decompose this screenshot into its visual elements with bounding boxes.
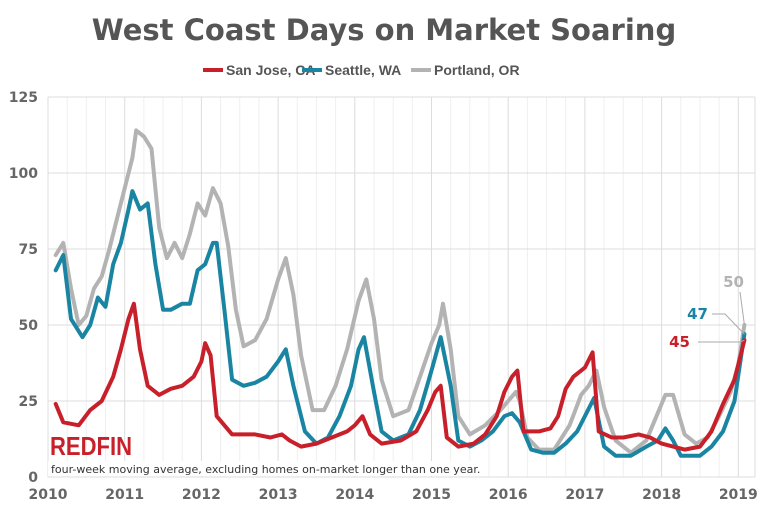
series-line-portland bbox=[53, 128, 747, 455]
note-background bbox=[48, 461, 480, 476]
legend: San Jose, CA Seattle, WA Portland, OR bbox=[203, 62, 520, 78]
grid bbox=[47, 96, 756, 478]
series-line-seattle bbox=[53, 189, 747, 458]
series-group bbox=[53, 128, 747, 458]
end-label-leader bbox=[698, 339, 745, 343]
y-tick-label: 100 bbox=[9, 166, 38, 182]
end-label: 50 bbox=[723, 273, 744, 291]
x-axis: 2010 2011 2012 2013 2014 2015 2016 2017 2018 2019 bbox=[29, 487, 758, 503]
chart-note: four-week moving average, excluding home… bbox=[51, 463, 480, 476]
chart-title: West Coast Days on Market Soaring bbox=[92, 13, 676, 47]
series-line-san-jose bbox=[53, 301, 747, 452]
x-tick-label: 2011 bbox=[105, 487, 144, 503]
end-label-leader bbox=[739, 291, 745, 326]
x-tick-label: 2018 bbox=[642, 487, 681, 503]
end-label: 45 bbox=[669, 333, 690, 351]
x-tick-label: 2014 bbox=[335, 487, 374, 503]
redfin-logo: REDFIN bbox=[50, 431, 132, 461]
y-axis: 0 25 50 75 100 125 bbox=[9, 90, 38, 486]
x-tick-label: 2015 bbox=[412, 487, 451, 503]
legend-label: San Jose, CA bbox=[226, 62, 315, 78]
x-tick-label: 2013 bbox=[259, 487, 298, 503]
x-tick-label: 2012 bbox=[182, 487, 221, 503]
x-tick-label: 2019 bbox=[719, 487, 758, 503]
y-tick-label: 50 bbox=[19, 318, 39, 334]
y-tick-label: 75 bbox=[19, 242, 38, 258]
y-tick-label: 0 bbox=[28, 470, 38, 486]
end-label-leader bbox=[712, 313, 745, 335]
end-label: 47 bbox=[687, 305, 708, 323]
x-tick-label: 2016 bbox=[489, 487, 528, 503]
x-tick-label: 2010 bbox=[29, 487, 68, 503]
end-labels: 45 47 50 bbox=[669, 273, 745, 351]
legend-label: Seattle, WA bbox=[325, 62, 401, 78]
x-tick-label: 2017 bbox=[565, 487, 604, 503]
y-tick-label: 125 bbox=[9, 90, 38, 106]
y-tick-label: 25 bbox=[19, 394, 38, 410]
svg-text:REDFIN: REDFIN bbox=[50, 431, 132, 461]
legend-label: Portland, OR bbox=[434, 62, 520, 78]
